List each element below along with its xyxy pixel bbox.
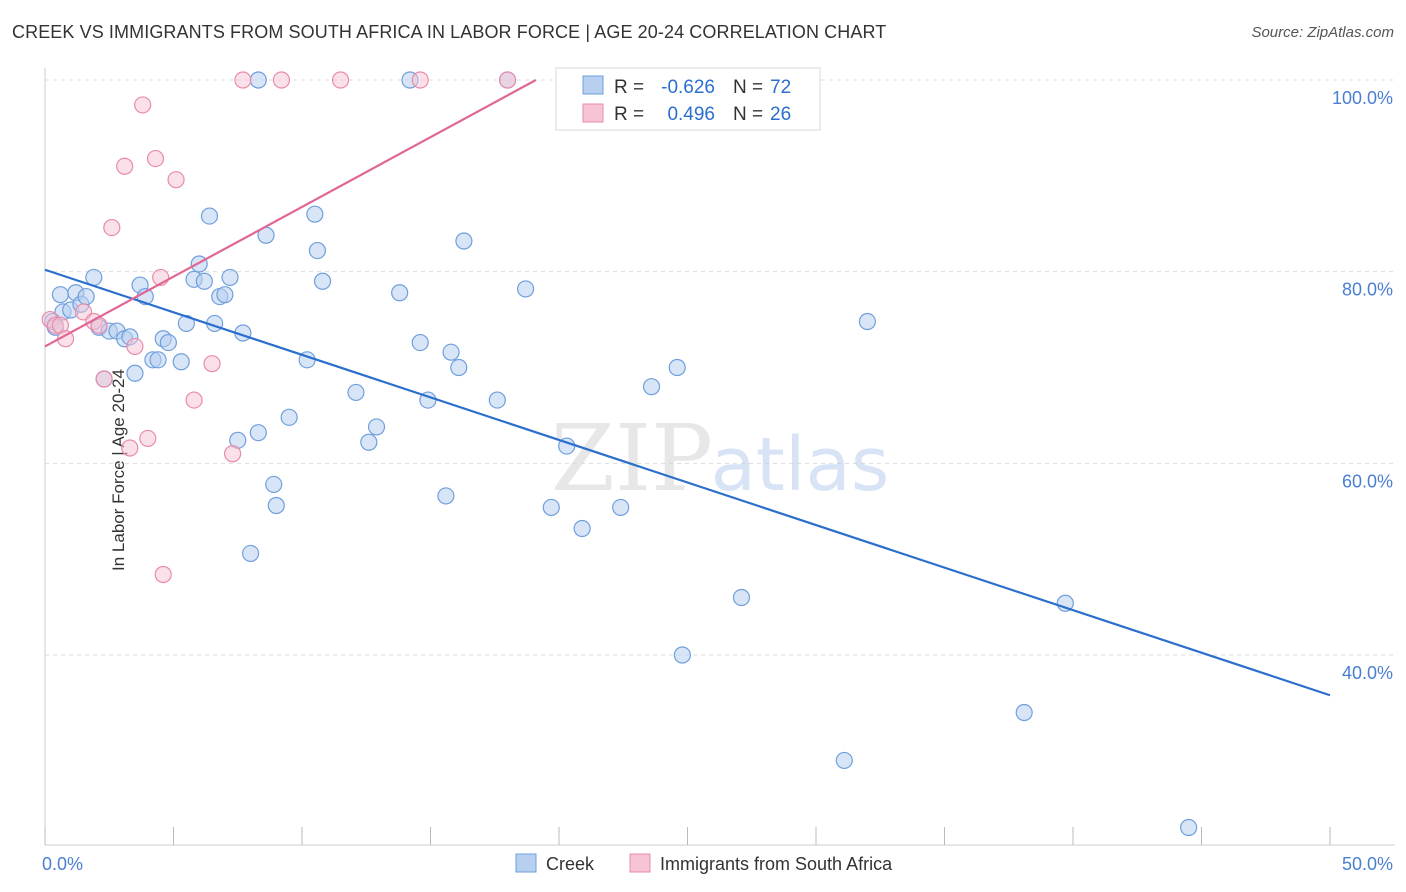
sa-point xyxy=(499,71,517,89)
creek-point xyxy=(159,333,177,352)
creek-point xyxy=(437,487,455,505)
creek-point xyxy=(195,272,213,290)
source-label: Source: ZipAtlas.com xyxy=(1251,24,1394,41)
creek-trend-line xyxy=(44,268,1331,697)
legend-r-value-creek: -0.626 xyxy=(661,77,715,98)
legend-bottom-label-creek: Creek xyxy=(546,854,595,874)
creek-point xyxy=(668,358,686,377)
y-tick-label: 60.0% xyxy=(1342,471,1393,491)
creek-point xyxy=(190,255,208,273)
sa-trend-line xyxy=(44,79,537,348)
creek-point xyxy=(612,498,630,517)
sa-point xyxy=(116,157,134,175)
tick-labels: 40.0% 60.0% 80.0% 100.0% 0.0% 50.0% xyxy=(42,88,1393,874)
sa-point xyxy=(272,71,291,89)
sa-point xyxy=(167,171,185,189)
creek-point xyxy=(280,408,298,426)
creek-point xyxy=(221,268,239,287)
creek-point xyxy=(1180,818,1198,837)
creek-point xyxy=(367,418,386,436)
creek-point xyxy=(488,391,506,409)
creek-point xyxy=(126,364,144,382)
grid-lines xyxy=(45,79,1395,656)
sa-point xyxy=(134,96,152,114)
sa-point xyxy=(185,391,203,409)
creek-point xyxy=(200,207,219,225)
sa-point xyxy=(234,71,252,89)
legend-n-value-creek: 72 xyxy=(770,77,791,98)
sa-point xyxy=(154,565,172,584)
creek-point xyxy=(216,286,234,304)
data-points xyxy=(41,71,1198,837)
sa-point xyxy=(203,355,221,373)
legend-n-value-sa: 26 xyxy=(770,104,791,125)
creek-point xyxy=(172,353,190,371)
creek-point xyxy=(573,519,591,538)
legend-n-label-sa: N = xyxy=(733,104,763,125)
trend-lines xyxy=(44,79,1331,697)
creek-point xyxy=(732,588,751,607)
sa-point xyxy=(103,218,121,237)
sa-point xyxy=(139,429,157,448)
sa-point xyxy=(146,149,165,168)
creek-point xyxy=(835,751,853,770)
legend-r-label-creek: R = xyxy=(614,77,644,98)
legend-r-value-sa: 0.496 xyxy=(667,104,715,125)
creek-point xyxy=(77,287,95,306)
creek-point xyxy=(455,232,473,250)
creek-point xyxy=(858,312,877,331)
creek-point xyxy=(347,383,365,402)
watermark-zip: ZIP xyxy=(551,405,713,512)
axes xyxy=(44,68,1395,846)
creek-point xyxy=(308,241,327,260)
creek-point xyxy=(542,498,560,517)
creek-point xyxy=(450,358,468,377)
legend-r-label-sa: R = xyxy=(614,104,644,125)
y-tick-label: 40.0% xyxy=(1342,663,1393,683)
creek-point xyxy=(360,433,378,451)
creek-point xyxy=(642,378,661,396)
creek-point xyxy=(265,475,283,494)
creek-point xyxy=(51,286,70,304)
creek-point xyxy=(673,646,691,664)
legend-swatch-sa xyxy=(582,103,604,123)
creek-point xyxy=(411,333,429,352)
series-legend: Creek Immigrants from South Africa xyxy=(515,853,893,874)
creek-point xyxy=(1015,703,1033,722)
legend-bottom-label-sa: Immigrants from South Africa xyxy=(660,854,893,874)
stats-legend: R = -0.626 N = 72 R = 0.496 N = 26 xyxy=(555,67,821,131)
creek-point xyxy=(242,544,260,563)
creek-point xyxy=(306,205,324,223)
chart-title: CREEK VS IMMIGRANTS FROM SOUTH AFRICA IN… xyxy=(12,22,887,42)
x-tick-label: 0.0% xyxy=(42,854,83,874)
creek-point xyxy=(391,284,409,302)
sa-point xyxy=(121,439,139,457)
creek-point xyxy=(516,280,535,298)
watermark: ZIP atlas xyxy=(551,405,890,512)
legend-swatch-creek xyxy=(582,75,604,95)
sa-point xyxy=(411,71,429,89)
legend-n-label-creek: N = xyxy=(733,77,763,98)
sa-point xyxy=(95,370,113,388)
x-tick-label: 50.0% xyxy=(1342,854,1393,874)
legend-bottom-swatch-creek xyxy=(515,853,537,873)
creek-point xyxy=(267,496,285,515)
creek-point xyxy=(149,351,167,369)
creek-point xyxy=(249,71,267,89)
creek-point xyxy=(442,343,460,361)
legend-bottom-swatch-sa xyxy=(629,853,651,873)
sa-point xyxy=(224,445,242,463)
y-tick-label: 80.0% xyxy=(1342,280,1393,300)
sa-point xyxy=(331,71,350,89)
watermark-atlas: atlas xyxy=(711,422,890,508)
creek-point xyxy=(249,424,267,442)
y-tick-label: 100.0% xyxy=(1332,88,1393,108)
sa-point xyxy=(126,337,144,356)
creek-point xyxy=(313,272,332,290)
